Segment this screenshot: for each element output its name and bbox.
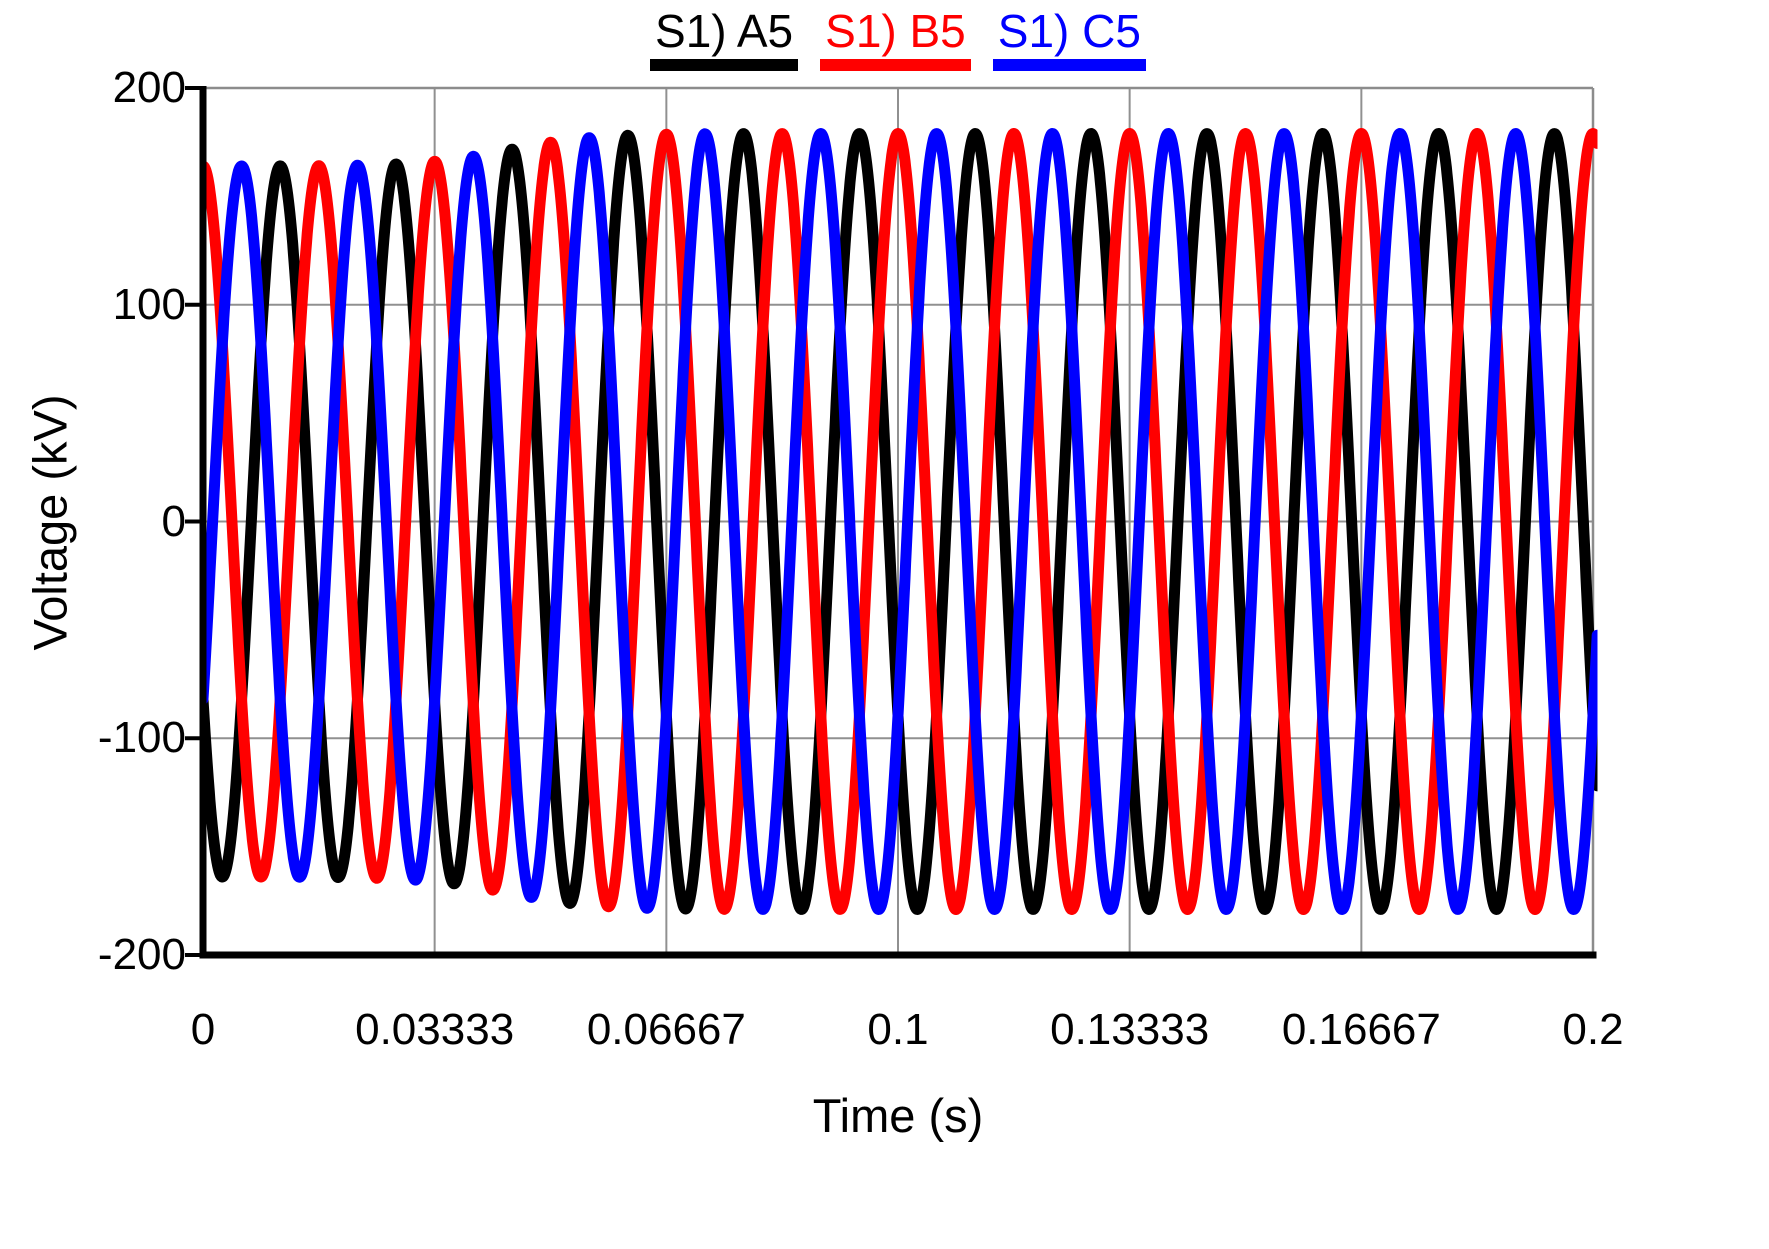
gridlines — [203, 88, 1593, 955]
waveform-curves — [202, 128, 1598, 915]
x-tick-label: 0.06667 — [586, 1005, 746, 1054]
legend-label: S1) C5 — [997, 5, 1141, 57]
y-tick-label: -100 — [97, 713, 186, 763]
axes — [185, 86, 1597, 959]
legend-line-sample — [650, 59, 799, 71]
x-tick-label: 0.1 — [867, 1005, 929, 1054]
y-tick-label: 0 — [161, 496, 186, 546]
y-tick-label: 200 — [112, 63, 186, 112]
legend-item-s1-b5: S1) B5 — [820, 5, 971, 71]
plot-border — [203, 86, 1595, 955]
legend-label: S1) B5 — [825, 5, 966, 57]
x-tick-label: 0.16667 — [1281, 1005, 1441, 1054]
series-line-s1-c5 — [202, 128, 1598, 915]
y-tick-label: 100 — [112, 279, 186, 329]
legend: S1) A5 S1) B5 S1) C5 — [203, 6, 1593, 71]
legend-item-s1-a5: S1) A5 — [650, 5, 799, 71]
series-line-s1-b5 — [202, 128, 1598, 915]
legend-label: S1) A5 — [655, 5, 794, 57]
y-tick-label: -200 — [97, 930, 186, 979]
x-tick-label: 0.13333 — [1050, 1005, 1210, 1054]
legend-line-sample — [992, 59, 1146, 71]
y-axis-title: Voltage (kV) — [23, 394, 77, 651]
legend-line-sample — [820, 59, 971, 71]
legend-item-s1-c5: S1) C5 — [992, 5, 1146, 71]
x-tick-label: 0.2 — [1562, 1005, 1624, 1054]
x-tick-label: 0 — [190, 1005, 216, 1054]
x-axis-title: Time (s) — [812, 1089, 984, 1142]
x-tick-label: 0.03333 — [355, 1005, 515, 1054]
